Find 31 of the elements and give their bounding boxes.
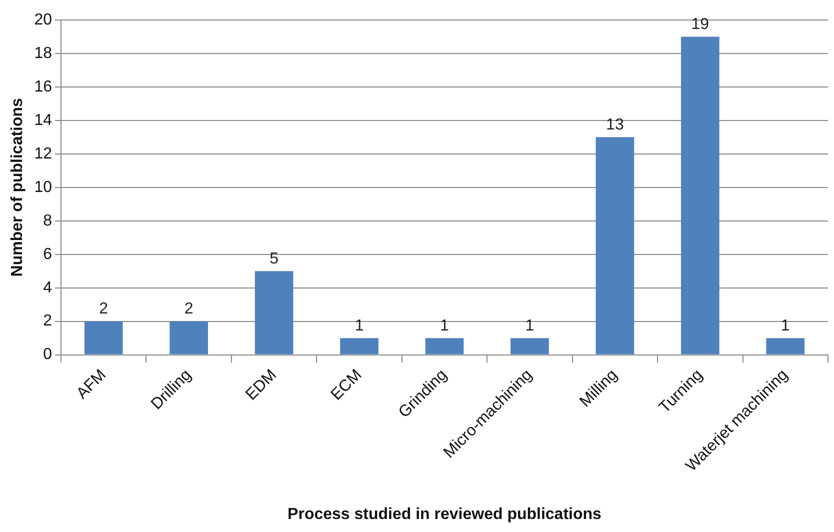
bar	[596, 137, 634, 354]
y-tick-label: 18	[34, 44, 52, 62]
bar	[425, 338, 464, 354]
data-label: 1	[354, 317, 364, 334]
bar	[84, 321, 123, 354]
bar	[680, 36, 720, 354]
y-tick-label: 6	[43, 246, 52, 263]
y-tick-label: 10	[34, 178, 52, 196]
data-label: 1	[440, 317, 450, 334]
y-tick-label: 4	[43, 279, 52, 296]
y-tick-label: 20	[34, 11, 52, 28]
data-label: 5	[270, 250, 279, 268]
y-axis-title: Number of publications	[9, 98, 26, 277]
data-label: 13	[606, 116, 624, 134]
y-tick-label: 0	[43, 346, 52, 364]
x-axis-title: Process studied in reviewed publications	[288, 506, 602, 523]
y-tick-label: 14	[34, 112, 52, 129]
data-label: 19	[691, 16, 710, 34]
bar	[340, 338, 378, 354]
data-label: 2	[99, 300, 108, 318]
bar	[254, 271, 294, 354]
bar	[766, 338, 805, 354]
y-tick-label: 2	[43, 312, 52, 330]
y-tick-label: 12	[34, 145, 52, 162]
y-tick-label: 8	[43, 212, 52, 230]
bar	[510, 338, 549, 354]
bar	[170, 321, 208, 354]
data-label: 1	[780, 317, 790, 334]
data-label: 2	[184, 300, 194, 318]
y-tick-label: 16	[34, 78, 52, 96]
data-label: 1	[525, 317, 534, 334]
